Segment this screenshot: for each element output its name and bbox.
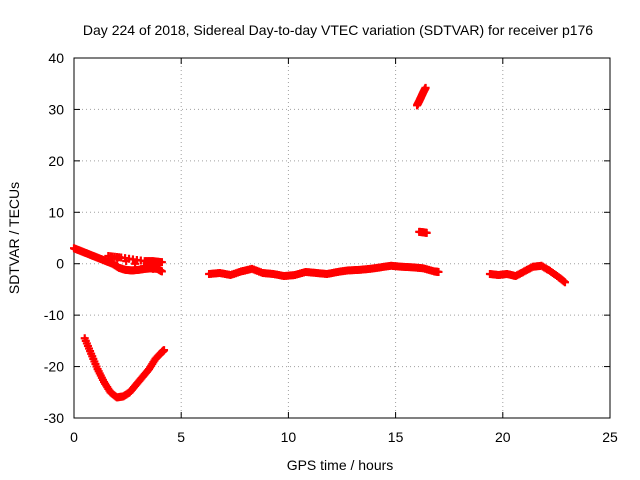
data-point <box>157 267 166 276</box>
series-track-1-upper <box>70 244 166 276</box>
data-point <box>148 264 157 273</box>
x-tick-label: 10 <box>281 429 297 445</box>
data-marks <box>70 83 569 402</box>
y-tick-label: 10 <box>48 204 64 220</box>
x-tick-label: 25 <box>602 429 618 445</box>
series-track-3 <box>485 261 569 287</box>
data-point <box>421 83 430 92</box>
axis-ticks: 0 5 10 15 20 25 -30 -20 -10 0 10 20 30 40 <box>44 50 618 445</box>
y-tick-label: 0 <box>56 256 64 272</box>
data-point <box>434 267 443 276</box>
y-tick-label: -30 <box>44 410 64 426</box>
y-tick-label: 20 <box>48 153 64 169</box>
x-axis-label: GPS time / hours <box>287 457 394 473</box>
series-track-2 <box>205 261 443 281</box>
x-tick-label: 0 <box>70 429 78 445</box>
y-axis-label: SDTVAR / TECUs <box>6 182 22 294</box>
plot-frame <box>73 57 611 419</box>
series-track-2-mid <box>415 227 431 237</box>
grid <box>74 58 610 418</box>
data-point <box>422 228 431 237</box>
y-tick-label: 40 <box>48 50 64 66</box>
data-point <box>560 278 569 287</box>
y-tick-label: -10 <box>44 307 64 323</box>
chart-title: Day 224 of 2018, Sidereal Day-to-day VTE… <box>83 22 593 38</box>
data-point <box>157 258 166 267</box>
x-tick-label: 15 <box>388 429 404 445</box>
series-track-1-lower <box>80 334 169 402</box>
x-tick-label: 5 <box>177 429 185 445</box>
y-tick-label: -20 <box>44 359 64 375</box>
x-tick-label: 20 <box>495 429 511 445</box>
series-track-2-high <box>413 83 430 110</box>
data-point <box>160 346 169 355</box>
y-tick-label: 30 <box>48 101 64 117</box>
